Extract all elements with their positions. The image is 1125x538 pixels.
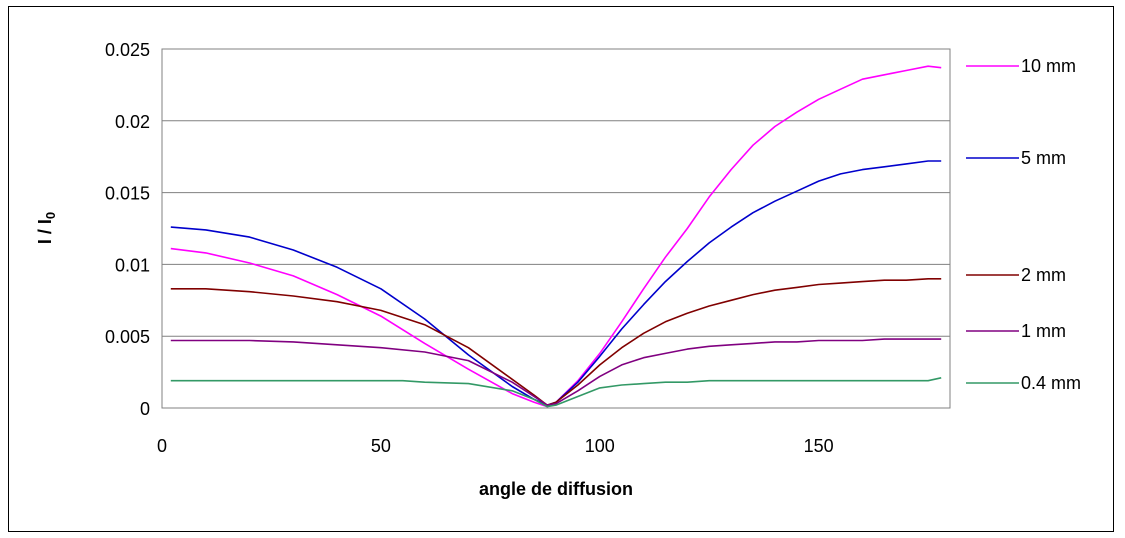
x-tick-label: 0 <box>157 436 167 456</box>
legend-label: 0.4 mm <box>1021 373 1081 393</box>
grid-layer <box>162 48 950 337</box>
line-chart: 0 0.005 0.01 0.015 0.02 0.025 0 50 100 150 10 mm 5… <box>35 40 1081 499</box>
series-line-3 <box>170 338 942 406</box>
series-line-2 <box>170 278 942 406</box>
legend: 10 mm 5 mm 2 mm 1 mm 0.4 mm <box>966 56 1081 393</box>
legend-label: 1 mm <box>1021 321 1066 341</box>
series-layer <box>170 65 942 408</box>
x-tick-label: 150 <box>804 436 834 456</box>
y-tick-label: 0.01 <box>115 255 150 275</box>
x-tick-label: 50 <box>371 436 391 456</box>
x-axis-title: angle de diffusion <box>479 479 633 499</box>
x-tick-label: 100 <box>585 436 615 456</box>
y-tick-label: 0.005 <box>105 327 150 347</box>
chart-frame: 0 0.005 0.01 0.015 0.02 0.025 0 50 100 150 10 mm 5… <box>8 6 1114 532</box>
y-axis-title-main: I / I <box>35 219 55 244</box>
legend-label: 2 mm <box>1021 265 1066 285</box>
legend-label: 10 mm <box>1021 56 1076 76</box>
series-line-4 <box>170 377 942 408</box>
tick-layer: 0 0.005 0.01 0.015 0.02 0.025 0 50 100 150 <box>105 40 834 456</box>
y-tick-label: 0 <box>140 399 150 419</box>
series-line-0 <box>170 65 942 408</box>
y-tick-label: 0.025 <box>105 40 150 60</box>
y-axis-title-subscript: 0 <box>43 212 58 219</box>
plot-area <box>161 48 951 409</box>
legend-label: 5 mm <box>1021 148 1066 168</box>
y-axis-title: I / I0 <box>35 212 58 244</box>
y-tick-label: 0.015 <box>105 184 150 204</box>
y-tick-label: 0.02 <box>115 112 150 132</box>
series-line-1 <box>170 160 942 406</box>
